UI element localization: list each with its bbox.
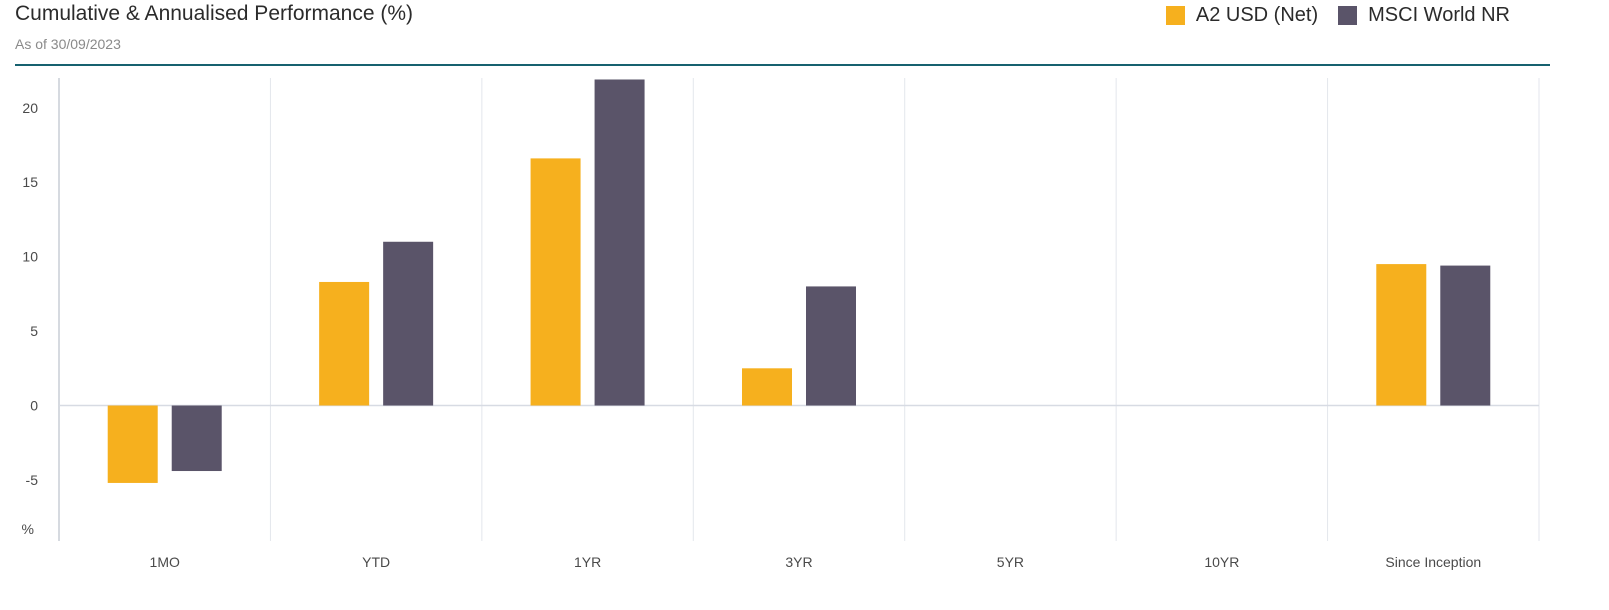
legend-swatch-a2-usd	[1165, 6, 1185, 25]
chart-legend: A2 USD (Net) MSCI World NR	[1165, 4, 1510, 27]
legend-label-msci-world: MSCI World NR	[1368, 4, 1510, 26]
x-category-label: 1MO	[150, 554, 180, 570]
x-category-label: 3YR	[785, 554, 812, 570]
bar-msci-world	[171, 405, 222, 472]
legend-swatch-msci-world	[1338, 6, 1358, 25]
x-category-label: 5YR	[997, 554, 1024, 570]
x-category-label: 10YR	[1204, 554, 1239, 570]
bar-a2-usd	[742, 368, 792, 406]
bar-a2-usd	[530, 158, 581, 406]
x-category-label: YTD	[362, 554, 390, 570]
bar-msci-world	[806, 286, 856, 406]
bar-a2-usd	[1376, 264, 1427, 406]
as-of-date: As of 30/09/2023	[15, 36, 121, 52]
chart-title: Cumulative & Annualised Performance (%)	[15, 2, 414, 25]
bar-msci-world	[594, 79, 645, 406]
y-tick-label: -5	[26, 472, 39, 488]
y-axis-unit-label: %	[22, 521, 34, 537]
y-tick-label: 0	[30, 398, 38, 414]
bar-a2-usd	[107, 405, 158, 483]
x-category-label: 1YR	[574, 554, 601, 570]
bar-msci-world	[383, 241, 434, 406]
x-category-label: Since Inception	[1385, 554, 1481, 570]
chart-header: Cumulative & Annualised Performance (%) …	[15, 0, 1550, 66]
y-tick-label: 5	[30, 323, 38, 339]
legend-item-msci-world[interactable]: MSCI World NR	[1338, 4, 1510, 27]
y-tick-label: 20	[22, 100, 38, 116]
legend-item-a2-usd[interactable]: A2 USD (Net)	[1165, 4, 1319, 27]
y-tick-label: 10	[22, 249, 38, 265]
legend-label-a2-usd: A2 USD (Net)	[1195, 4, 1319, 26]
bar-a2-usd	[319, 281, 370, 406]
y-tick-label: 15	[22, 174, 38, 190]
bar-msci-world	[1440, 265, 1491, 406]
